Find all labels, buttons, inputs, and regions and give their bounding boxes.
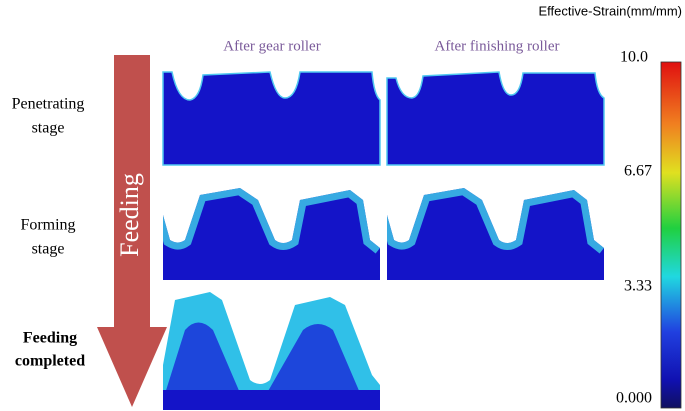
colorbar-title: Effective-Strain(mm/mm) <box>539 3 683 18</box>
row-label: Feeding <box>23 330 77 347</box>
row-label: Penetrating <box>12 96 85 113</box>
simulation-panel <box>387 188 604 280</box>
column-header: After gear roller <box>223 38 320 54</box>
feeding-arrow: Feeding <box>97 55 167 407</box>
row-label: completed <box>15 353 85 370</box>
simulation-panel <box>386 71 605 166</box>
simulation-panel <box>163 188 380 280</box>
simulation-panel <box>163 292 380 410</box>
row-label: stage <box>32 120 65 137</box>
colorbar-tick: 0.000 <box>616 390 652 407</box>
simulation-panel <box>162 71 381 166</box>
colorbar-tick: 10.0 <box>620 49 648 66</box>
arrow-label: Feeding <box>115 173 144 257</box>
colorbar <box>660 61 682 409</box>
colorbar-tick: 6.67 <box>624 163 652 180</box>
row-label: stage <box>32 241 65 258</box>
column-header: After finishing roller <box>435 38 560 54</box>
colorbar-tick: 3.33 <box>624 278 652 295</box>
row-label: Forming <box>20 217 75 234</box>
